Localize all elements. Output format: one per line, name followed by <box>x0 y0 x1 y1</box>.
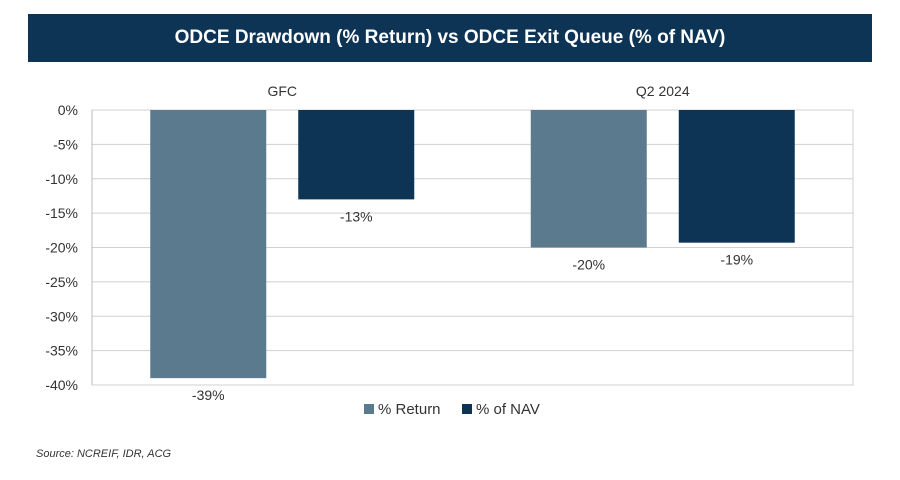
data-label: -19% <box>720 252 753 268</box>
legend-swatch <box>462 404 472 414</box>
bar <box>298 110 415 200</box>
data-label: -20% <box>572 257 605 273</box>
y-tick-label: -15% <box>45 205 78 221</box>
chart-title: ODCE Drawdown (% Return) vs ODCE Exit Qu… <box>174 27 726 48</box>
data-label: -13% <box>340 208 373 224</box>
legend-label: % of NAV <box>476 401 540 418</box>
y-tick-label: -35% <box>45 343 78 359</box>
y-tick-label: 0% <box>58 102 78 118</box>
y-tick-label: -25% <box>45 274 78 290</box>
bar <box>530 110 647 248</box>
y-tick-label: -10% <box>45 171 78 187</box>
y-tick-label: -30% <box>45 308 78 324</box>
source-note: Source: NCREIF, IDR, ACG <box>36 448 172 460</box>
legend-swatch <box>364 404 374 414</box>
bar <box>150 110 267 379</box>
data-label: -39% <box>192 387 225 403</box>
legend-label: % Return <box>378 401 441 418</box>
y-tick-label: -20% <box>45 240 78 256</box>
y-tick-label: -5% <box>53 136 78 152</box>
chart-title-bar: ODCE Drawdown (% Return) vs ODCE Exit Qu… <box>28 14 872 62</box>
category-label: Q2 2024 <box>636 83 690 99</box>
bar <box>678 110 795 243</box>
y-tick-label: -40% <box>45 377 78 393</box>
category-label: GFC <box>267 83 297 99</box>
